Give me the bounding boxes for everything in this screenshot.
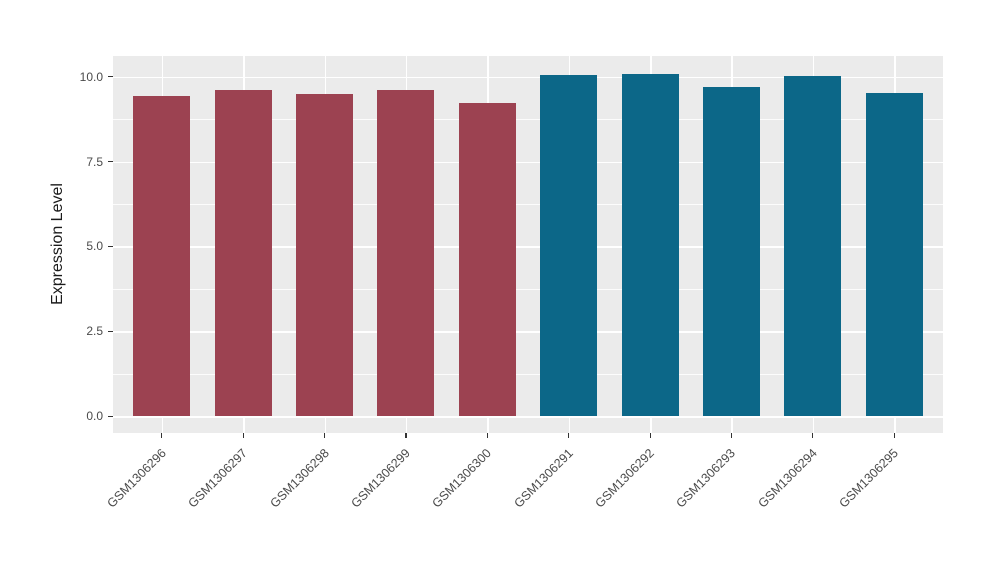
- major-gridline: [113, 246, 943, 248]
- x-tick-label: GSM1306295: [836, 446, 902, 511]
- y-tick-mark: [108, 245, 113, 248]
- minor-gridline: [113, 203, 943, 205]
- y-tick-mark: [108, 415, 113, 417]
- x-tick-label: GSM1306297: [185, 446, 251, 511]
- y-tick-mark: [108, 76, 113, 78]
- major-gridline: [113, 416, 943, 418]
- x-tick-label: GSM1306294: [755, 446, 820, 511]
- bar-GSM1306297: [214, 89, 272, 416]
- x-tick-mark: [161, 433, 163, 438]
- bar-GSM1306299: [377, 89, 435, 416]
- y-tick-label: 5.0: [86, 239, 103, 254]
- bar-GSM1306296: [133, 95, 191, 416]
- x-tick-mark: [730, 433, 733, 438]
- bar-GSM1306300: [458, 102, 516, 416]
- minor-gridline: [113, 288, 943, 290]
- x-tick-mark: [893, 433, 895, 438]
- bar-GSM1306291: [540, 75, 598, 416]
- x-tick-mark: [812, 433, 814, 438]
- x-tick-mark: [324, 433, 326, 438]
- bar-GSM1306295: [865, 92, 923, 416]
- x-tick-mark: [242, 433, 244, 438]
- plot-panel: [113, 56, 943, 433]
- x-tick-label: GSM1306291: [511, 446, 576, 511]
- minor-gridline: [113, 373, 943, 375]
- bar-GSM1306293: [702, 87, 760, 416]
- major-gridline: [113, 331, 943, 333]
- x-tick-label: GSM1306292: [592, 446, 657, 511]
- bar-GSM1306298: [296, 94, 354, 416]
- x-tick-mark: [568, 433, 570, 438]
- x-tick-label: GSM1306296: [104, 446, 169, 511]
- y-tick-label: 7.5: [86, 154, 103, 169]
- y-tick-label: 0.0: [86, 409, 103, 423]
- minor-gridline: [113, 119, 943, 121]
- major-gridline: [113, 161, 943, 164]
- x-tick-mark: [405, 433, 407, 438]
- y-tick-label: 10.0: [79, 69, 103, 84]
- x-tick-mark: [649, 433, 651, 438]
- y-tick-label: 2.5: [86, 324, 103, 339]
- x-tick-label: GSM1306300: [429, 446, 495, 511]
- y-tick-mark: [108, 161, 113, 163]
- x-tick-mark: [486, 433, 488, 438]
- bar-GSM1306294: [784, 75, 842, 416]
- major-gridline: [113, 76, 943, 79]
- y-tick-mark: [108, 330, 113, 332]
- x-tick-label: GSM1306293: [673, 446, 739, 511]
- x-tick-label: GSM1306299: [348, 446, 413, 511]
- bar-GSM1306292: [621, 73, 679, 416]
- x-tick-label: GSM1306298: [266, 446, 332, 511]
